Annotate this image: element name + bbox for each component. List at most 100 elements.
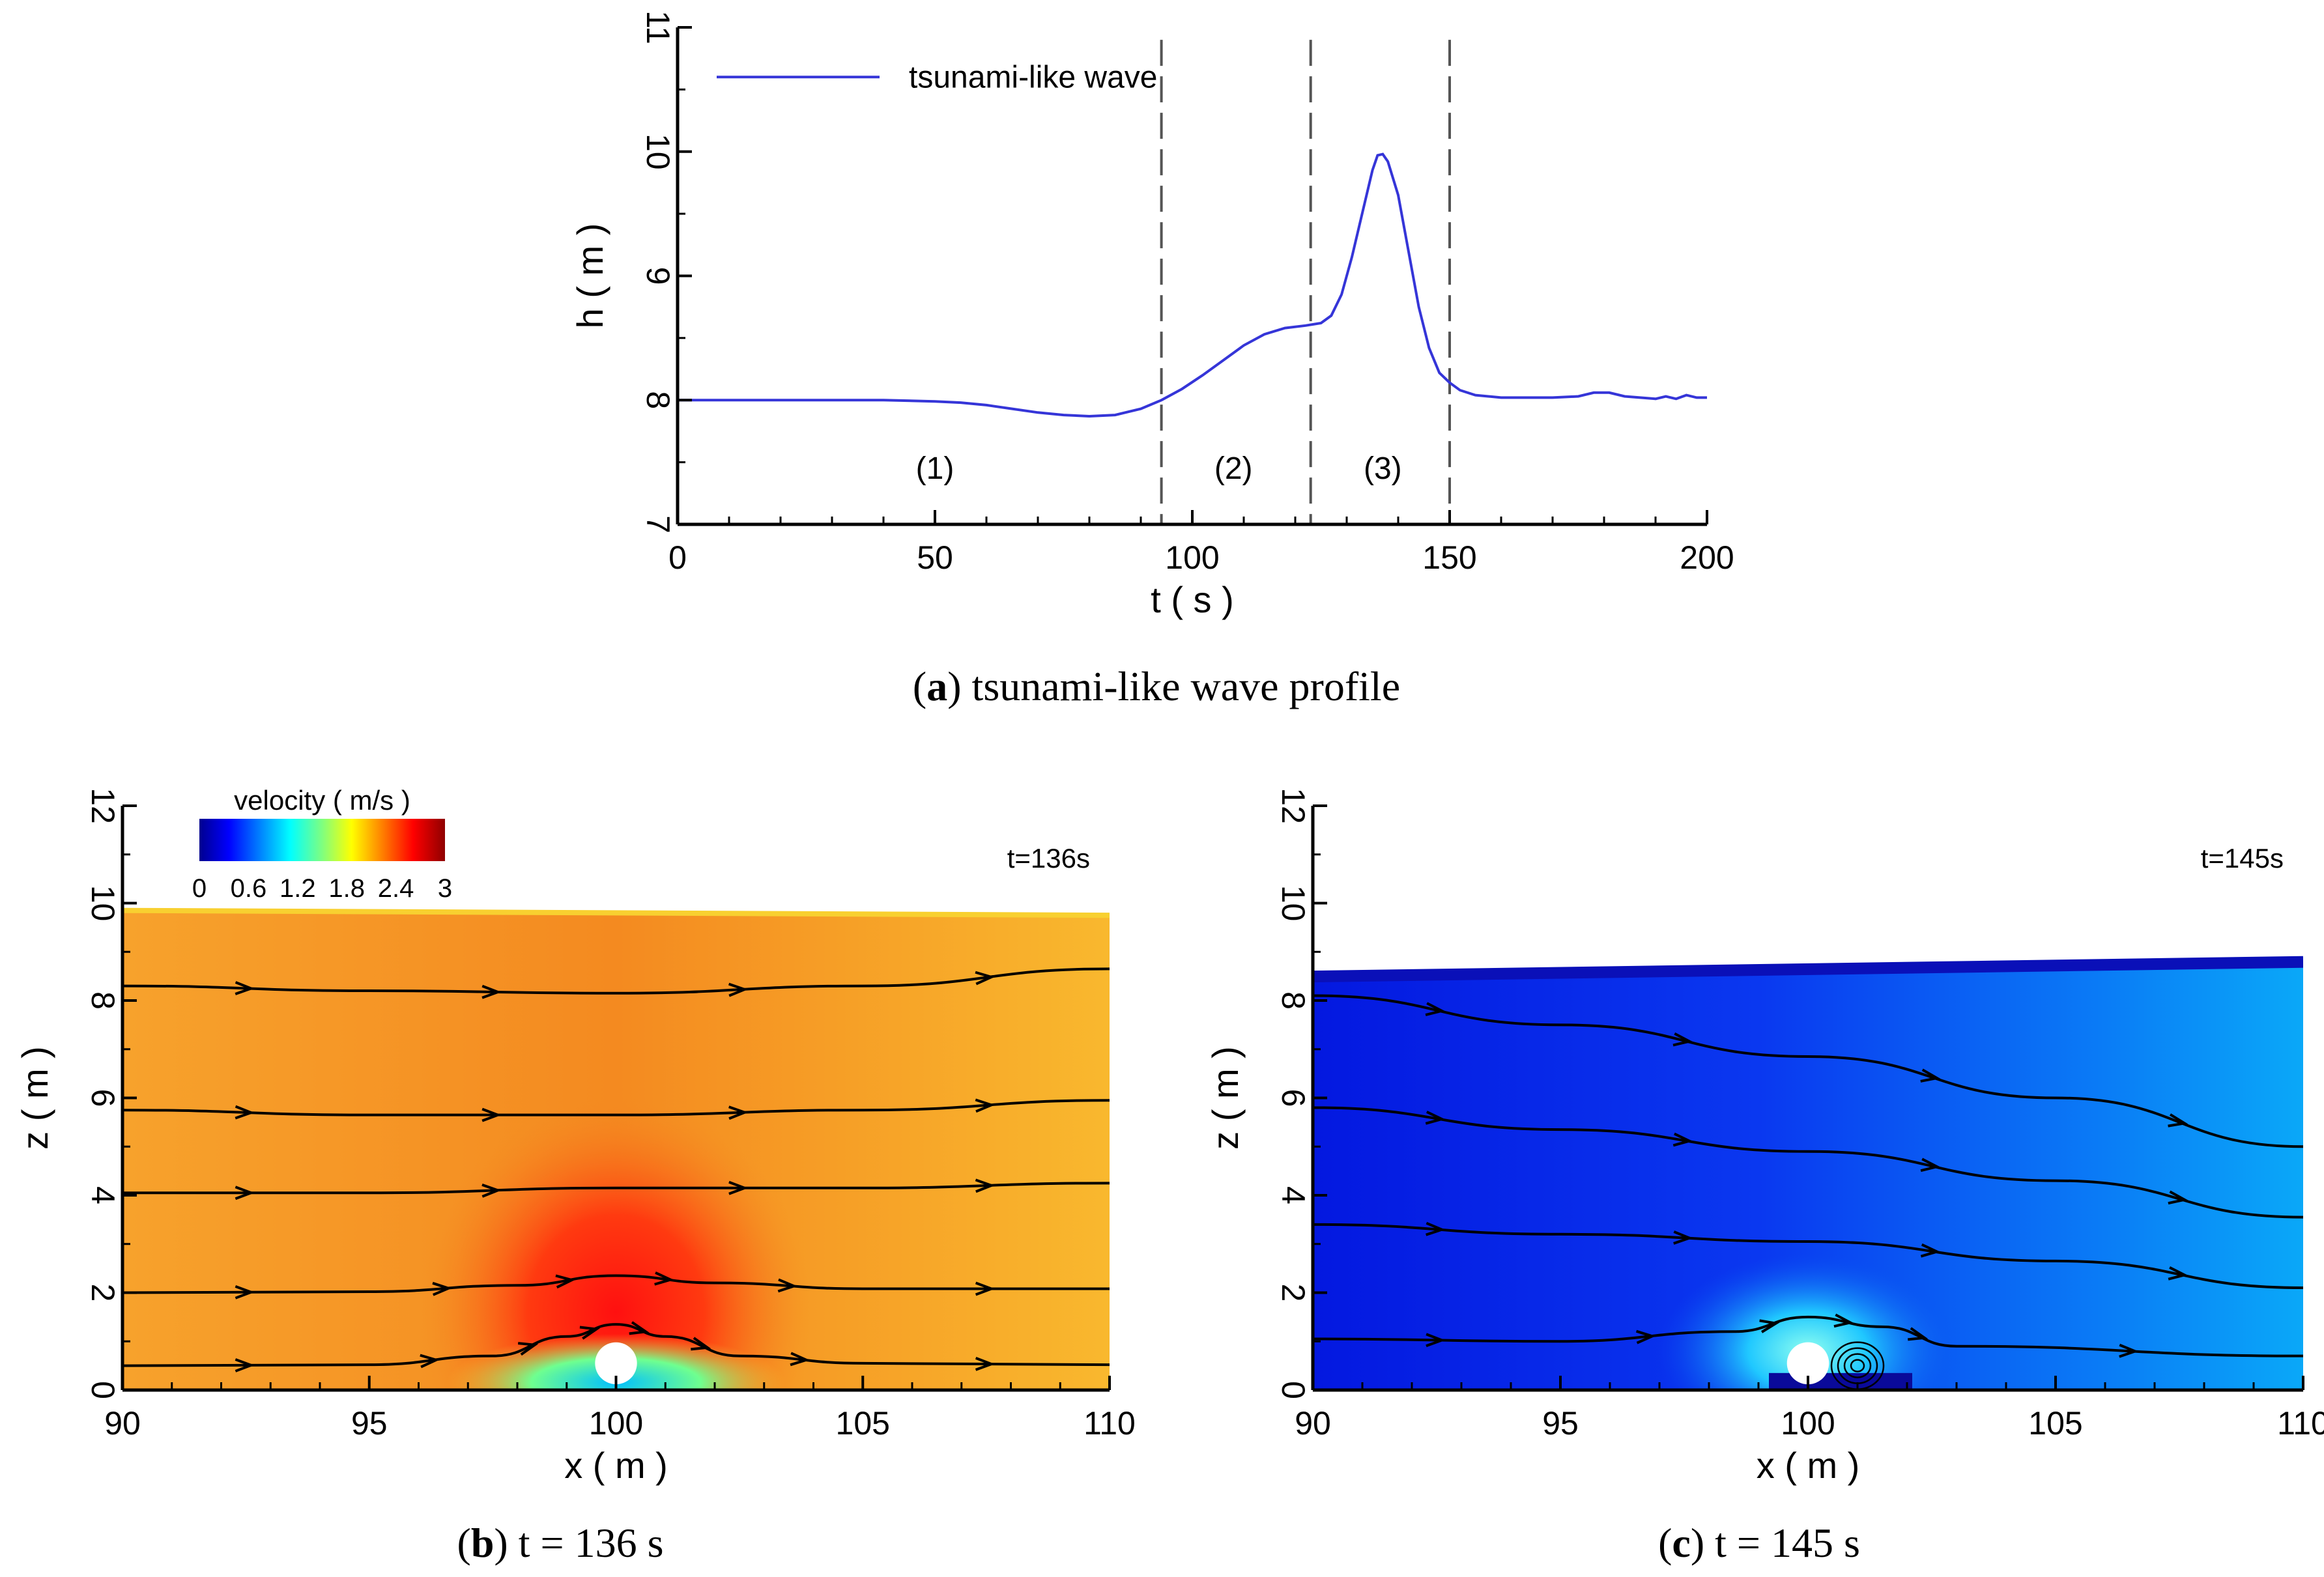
streamline-arrow: [235, 1186, 255, 1201]
phase-label: (1): [916, 451, 954, 486]
streamline-arrow: [432, 1281, 453, 1296]
streamline-arrow: [235, 1285, 255, 1300]
time-label: t=136s: [1007, 843, 1090, 874]
y-tick-label: 2: [85, 1284, 121, 1302]
y-axis-label: h ( m ): [569, 223, 610, 329]
y-tick-label: 11: [640, 10, 676, 44]
streamline-arrow: [975, 1178, 996, 1193]
streamline-arrow: [1425, 1111, 1446, 1125]
streamline-arrow: [790, 1352, 811, 1367]
streamline: [122, 967, 1110, 995]
streamline-arrow: [2168, 1113, 2188, 1128]
phase-labels: (1) (2) (3): [916, 451, 1402, 486]
streamline-arrow: [235, 1105, 255, 1120]
streamline-arrow: [1920, 1068, 1941, 1083]
streamline-arrow: [1635, 1329, 1656, 1344]
x-tick-label: 50: [917, 539, 953, 576]
time-label: t=145s: [2201, 843, 2284, 874]
y-tick-label: 0: [85, 1381, 121, 1399]
y-tick-label: 10: [640, 134, 676, 170]
caption-b-letter: b: [471, 1520, 495, 1566]
streamline-arrow: [481, 1183, 502, 1198]
y-tick-label: 6: [85, 1089, 121, 1107]
streamline-arrow: [728, 1180, 749, 1195]
y-tick-label: 2: [1275, 1284, 1312, 1302]
x-tick-label: 105: [2028, 1405, 2082, 1442]
y-tick-label: 10: [1275, 885, 1312, 922]
caption-a-text: tsunami-like wave profile: [962, 663, 1401, 709]
colorbar-tick-label: 2.4: [378, 874, 414, 903]
streamline-arrow: [975, 1357, 996, 1371]
x-tick-label: 90: [104, 1405, 141, 1442]
streamline-arrow: [654, 1271, 674, 1286]
y-tick-label: 4: [1275, 1186, 1312, 1204]
x-tick-label: 150: [1422, 539, 1476, 576]
streamline-arrow: [2168, 1266, 2188, 1281]
streamline-arrow: [975, 1281, 996, 1296]
panel-b-velocity-field: 90 95 100 105 110 0 2 4 6 8 10 12 t=136s velocity (…: [14, 785, 1136, 1486]
colorbar-tick-label: 0.6: [231, 874, 267, 903]
streamline-arrow: [2168, 1190, 2188, 1205]
caption-a-letter: a: [926, 663, 947, 709]
caption-c-letter: c: [1672, 1520, 1690, 1566]
colorbar-tick-label: 1.2: [280, 874, 316, 903]
streamline-arrow: [235, 981, 255, 995]
phase-label: (2): [1214, 451, 1253, 486]
streamline-arrow: [975, 1098, 996, 1113]
x-tick-label: 100: [1781, 1405, 1835, 1442]
caption-c: (c) t = 145 s: [1658, 1520, 1860, 1566]
streamline-arrow: [481, 984, 502, 999]
axis-ticks: 90 95 100 105 110 0 2 4 6 8 10 12: [1275, 788, 2324, 1442]
streamline-arrow: [420, 1354, 440, 1369]
surface-band: [1313, 956, 2303, 983]
streamline-arrow: [517, 1342, 539, 1356]
colorbar-tick-label: 3: [438, 874, 452, 903]
y-tick-label: 6: [1275, 1089, 1312, 1107]
y-tick-label: 0: [1275, 1381, 1312, 1399]
y-tick-label: 7: [640, 515, 676, 533]
y-tick-label: 8: [1275, 991, 1312, 1010]
axis-ticks: 0 50 100 150 200 7 8 9 10 11: [640, 10, 1734, 576]
streamline-arrow: [629, 1321, 650, 1335]
streamline-arrow: [1672, 1132, 1693, 1147]
x-tick-label: 110: [2277, 1405, 2324, 1442]
y-tick-label: 10: [85, 885, 121, 922]
high-velocity-region: [420, 1097, 812, 1390]
streamlines: [122, 967, 1110, 1372]
wave-series-line: [678, 152, 1707, 418]
streamline-arrow: [235, 1358, 255, 1372]
colorbar-gradient: [199, 819, 445, 861]
streamline: [122, 1099, 1110, 1116]
velocity-contour-field: [1313, 956, 2303, 1390]
streamline-arrow: [1426, 1221, 1446, 1236]
streamline-arrow: [728, 982, 749, 997]
y-axis-label: z ( m ): [14, 1046, 55, 1150]
streamline-arrow: [1425, 1002, 1446, 1016]
x-tick-label: 110: [1083, 1405, 1136, 1442]
colorbar: velocity ( m/s ) 0 0.6 1.2 1.8 2.4 3: [192, 785, 452, 903]
x-tick-label: 90: [1295, 1405, 1331, 1442]
streamline-arrow: [975, 971, 996, 986]
streamline-arrow: [1673, 1230, 1693, 1245]
axis-ticks: 90 95 100 105 110 0 2 4 6 8 10 12: [85, 788, 1136, 1442]
x-axis-label: x ( m ): [1757, 1445, 1860, 1486]
y-tick-label: 8: [85, 991, 121, 1010]
x-tick-label: 95: [351, 1405, 388, 1442]
streamline-arrow: [1759, 1319, 1780, 1333]
caption-c-text: t = 145 s: [1704, 1520, 1860, 1566]
streamline-arrow: [1920, 1158, 1941, 1172]
legend-label: tsunami-like wave: [909, 60, 1157, 94]
x-tick-label: 105: [836, 1405, 890, 1442]
streamline-arrow: [1920, 1243, 1941, 1258]
streamline-arrow: [1426, 1333, 1446, 1348]
accelerated-region: [1658, 1253, 1958, 1390]
colorbar-title: velocity ( m/s ): [234, 785, 410, 816]
streamline: [1313, 1315, 2303, 1357]
streamline-arrow: [691, 1337, 711, 1351]
y-tick-label: 9: [640, 267, 676, 285]
panel-c-velocity-field: 90 95 100 105 110 0 2 4 6 8 10 12 t=145s x ( m ) z …: [1205, 788, 2324, 1486]
colorbar-tick-labels: 0 0.6 1.2 1.8 2.4 3: [192, 874, 452, 903]
cylinder: [1786, 1342, 1829, 1385]
streamline-arrow: [579, 1326, 600, 1340]
